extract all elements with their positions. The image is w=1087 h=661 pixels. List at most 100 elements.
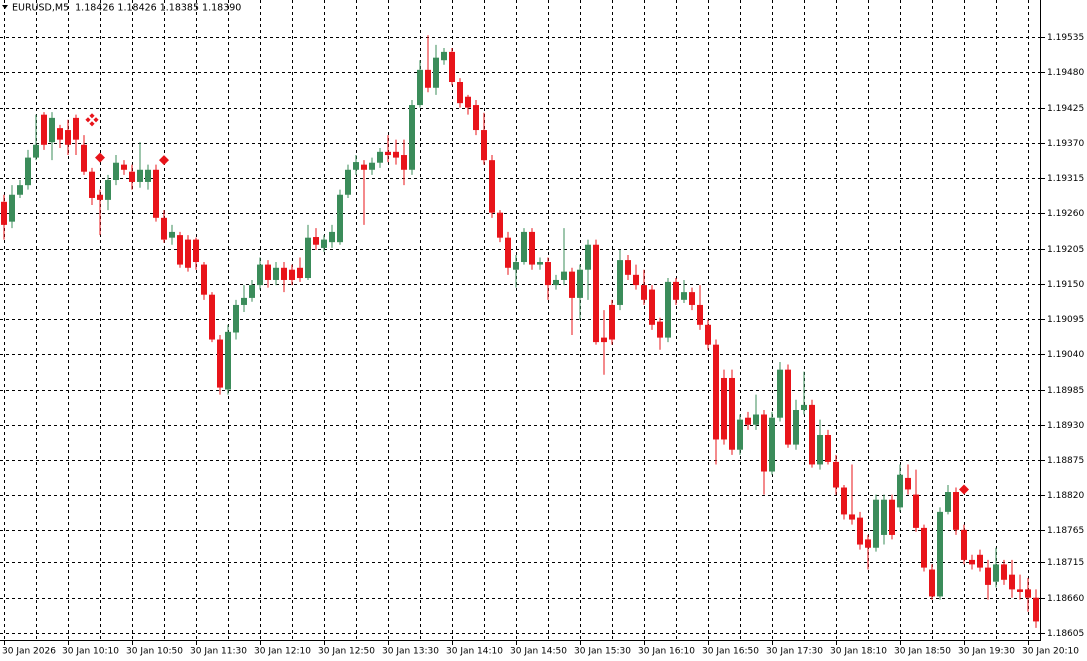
candle-body — [289, 269, 295, 280]
candle-body — [905, 477, 911, 490]
candle-body — [313, 237, 319, 245]
y-tick-label: 1.19535 — [1047, 33, 1084, 43]
x-tick-label: 30 Jan 12:10 — [254, 647, 311, 657]
x-tick-label: 30 Jan 2026 — [2, 647, 56, 657]
y-tick-label: 1.19480 — [1047, 68, 1084, 78]
candle-body — [665, 281, 671, 338]
signal-marker — [159, 155, 169, 166]
candle-body — [737, 419, 743, 450]
candle-body — [617, 260, 623, 305]
candle-body — [409, 105, 415, 170]
y-tick-label: 1.18930 — [1047, 421, 1084, 431]
candle-body — [329, 231, 335, 243]
candle-body — [457, 82, 463, 104]
candle-body — [929, 569, 935, 597]
candle-body — [249, 285, 255, 298]
candle-body — [753, 414, 759, 425]
candle-body — [1, 201, 7, 225]
x-tick-label: 30 Jan 17:30 — [766, 647, 823, 657]
x-tick-label: 30 Jan 10:50 — [126, 647, 183, 657]
y-tick-label: 1.18875 — [1047, 456, 1084, 466]
signal-marker — [85, 113, 99, 127]
candle-body — [569, 271, 575, 298]
candle-body — [281, 267, 287, 280]
candle-body — [745, 417, 751, 425]
y-tick-label: 1.18765 — [1047, 526, 1084, 536]
candle-body — [1033, 597, 1039, 622]
header-arrow — [2, 5, 8, 9]
y-tick-label: 1.18660 — [1047, 594, 1084, 604]
candle-body — [945, 492, 951, 512]
y-tick-label: 1.19370 — [1047, 139, 1084, 149]
candle-body — [881, 499, 887, 535]
candle-body — [817, 434, 823, 465]
candle-body — [345, 169, 351, 195]
candle-body — [921, 527, 927, 568]
grid — [0, 0, 1040, 640]
candle-body — [121, 164, 127, 170]
candle-body — [161, 217, 167, 240]
candle-body — [113, 162, 119, 181]
y-tick-label: 1.18715 — [1047, 558, 1084, 568]
candle-body — [769, 417, 775, 472]
candle-body — [841, 487, 847, 515]
candle-body — [129, 171, 135, 182]
candle-body — [873, 499, 879, 548]
candle-body — [361, 164, 367, 170]
candle-body — [505, 237, 511, 268]
candle-body — [225, 331, 231, 390]
candle-body — [81, 144, 87, 172]
x-tick-label: 30 Jan 16:50 — [702, 647, 759, 657]
candle-body — [521, 231, 527, 263]
candle-body — [1017, 589, 1023, 592]
x-tick-label: 30 Jan 12:50 — [318, 647, 375, 657]
candle-body — [793, 410, 799, 445]
x-tick-label: 30 Jan 10:10 — [62, 647, 119, 657]
candle-body — [977, 554, 983, 568]
candle-body — [209, 294, 215, 340]
candle-body — [241, 297, 247, 305]
candle-body — [1001, 564, 1007, 580]
candle-body — [33, 144, 39, 158]
candle-body — [985, 567, 991, 585]
candle-body — [497, 212, 503, 238]
candle-body — [377, 151, 383, 163]
candle-body — [585, 244, 591, 270]
candle-body — [705, 324, 711, 345]
candle-body — [657, 321, 663, 338]
candle-body — [513, 262, 519, 270]
candle-body — [553, 279, 559, 286]
y-tick-label: 1.18605 — [1047, 629, 1084, 639]
candle-body — [673, 281, 679, 300]
candle-body — [833, 461, 839, 488]
candle-body — [473, 105, 479, 131]
candle-body — [897, 474, 903, 508]
candle-body — [305, 237, 311, 279]
candle-body — [729, 377, 735, 450]
candle-body — [545, 262, 551, 286]
candle-body — [177, 235, 183, 265]
candle-body — [697, 304, 703, 325]
candle-body — [217, 339, 223, 388]
candle-body — [401, 155, 407, 170]
candle-body — [577, 269, 583, 298]
candle-body — [825, 434, 831, 462]
x-tick-label: 30 Jan 18:50 — [894, 647, 951, 657]
header-quote: 1.18426 1.18426 1.18385 1.18390 — [75, 3, 241, 14]
y-tick-label: 1.19425 — [1047, 104, 1084, 114]
candle-body — [993, 564, 999, 582]
candle-body — [297, 267, 303, 279]
candle-body — [449, 51, 455, 83]
candle-body — [137, 169, 143, 182]
candle-body — [337, 194, 343, 243]
candle-body — [201, 264, 207, 295]
candle-body — [353, 162, 359, 170]
candle-body — [489, 160, 495, 213]
candle-body — [9, 194, 15, 222]
x-tick-label: 30 Jan 20:10 — [1022, 647, 1079, 657]
x-tick-label: 30 Jan 18:10 — [830, 647, 887, 657]
candle-body — [385, 151, 391, 156]
y-tick-label: 1.19040 — [1047, 350, 1084, 360]
